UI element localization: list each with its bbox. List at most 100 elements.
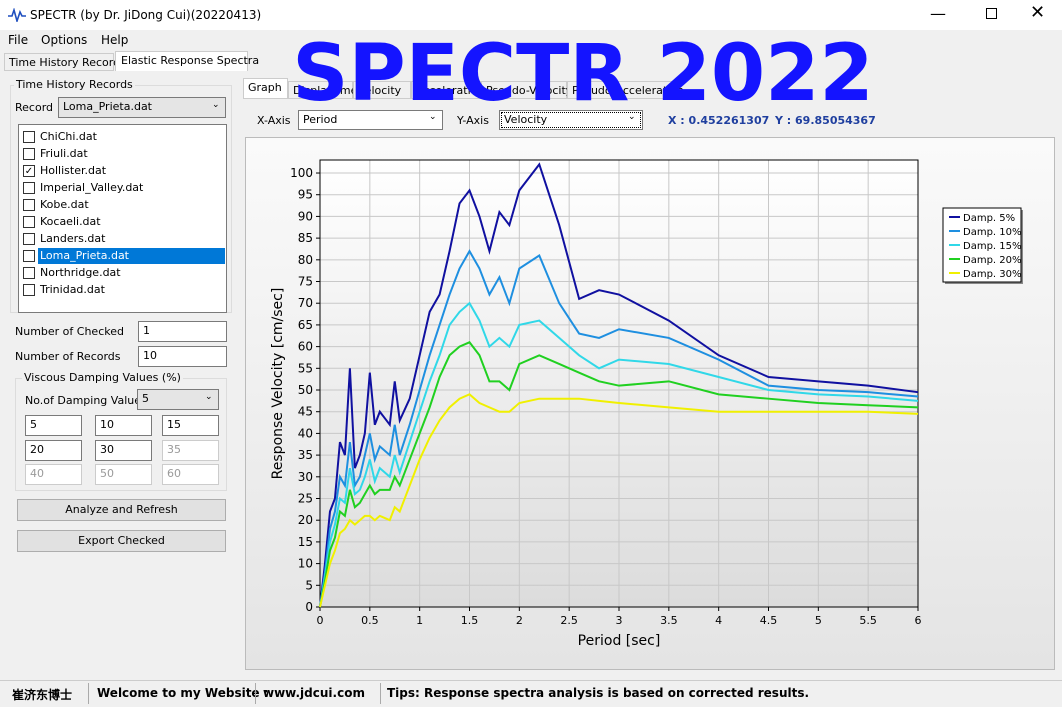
y-tick-label: 30	[298, 470, 313, 484]
checkbox[interactable]	[23, 148, 35, 160]
tab[interactable]: Time History Records	[4, 53, 126, 71]
y-tick-label: 70	[298, 296, 313, 310]
y-tick-label: 35	[298, 448, 313, 462]
checkbox[interactable]	[23, 233, 35, 245]
legend-label: Damp. 30%	[963, 269, 1022, 280]
y-tick-label: 80	[298, 253, 313, 267]
list-item[interactable]: Friuli.dat	[40, 147, 88, 160]
button[interactable]: Analyze and Refresh	[17, 499, 226, 521]
y-tick-label: 5	[305, 578, 313, 592]
tab-active[interactable]: Graph	[243, 78, 288, 99]
text-box: 50	[95, 464, 152, 485]
text-box[interactable]: 20	[25, 439, 82, 461]
list-item[interactable]: Hollister.dat	[40, 164, 107, 177]
y-axis-label: Response Velocity [cm/sec]	[270, 288, 286, 480]
tab[interactable]: Pseudo-Velocity	[481, 81, 572, 99]
cursor-readout: Y : 69.85054367	[775, 114, 876, 127]
list-item[interactable]: Kobe.dat	[40, 198, 89, 211]
group-title: Viscous Damping Values (%)	[22, 371, 183, 384]
legend-label: Damp. 15%	[963, 241, 1022, 252]
combo-arrow[interactable]: ⌄	[429, 112, 437, 122]
x-tick-label: 5	[815, 614, 822, 627]
checkbox[interactable]	[23, 267, 35, 279]
list-item[interactable]: Kocaeli.dat	[40, 215, 101, 228]
list-item[interactable]: Loma_Prieta.dat	[40, 249, 129, 262]
list-item[interactable]: Northridge.dat	[40, 266, 121, 279]
separator	[380, 683, 381, 704]
y-tick-label: 55	[298, 361, 313, 375]
legend-label: Damp. 10%	[963, 227, 1022, 238]
list-item[interactable]: ChiChi.dat	[40, 130, 97, 143]
x-tick-label: 3.5	[660, 614, 678, 627]
text-box[interactable]: 30	[95, 439, 152, 461]
menu-item[interactable]: Options	[41, 33, 88, 47]
y-tick-label: 85	[298, 231, 313, 245]
x-tick-label: 4	[715, 614, 722, 627]
x-tick-label: 2	[516, 614, 523, 627]
close-button[interactable]: ✕	[1030, 2, 1046, 23]
series-line	[319, 393, 919, 608]
tab-active[interactable]: Elastic Response Spectra	[115, 51, 259, 71]
checkbox[interactable]	[23, 250, 35, 262]
tab[interactable]: Displacement	[288, 81, 369, 99]
combo-box[interactable]: Loma_Prieta.dat	[58, 97, 226, 118]
checkbox[interactable]	[23, 284, 35, 296]
y-tick-label: 15	[298, 535, 313, 549]
window-title: SPECTR (by Dr. JiDong Cui)(20220413)	[30, 8, 262, 22]
separator	[255, 683, 256, 704]
tab[interactable]: Pseudo-Acceleration	[567, 81, 684, 99]
y-tick-label: 60	[298, 340, 313, 354]
text-box: 35	[162, 439, 219, 461]
legend-label: Damp. 20%	[963, 255, 1022, 266]
checkbox[interactable]	[23, 216, 35, 228]
tab[interactable]: Velocity	[353, 81, 411, 99]
status-text: Welcome to my Website :	[97, 686, 269, 700]
text-box[interactable]: 10	[95, 415, 152, 436]
legend-box	[942, 207, 1022, 283]
checkbox[interactable]	[23, 199, 35, 211]
series-line	[319, 301, 919, 608]
text-box[interactable]: 1	[138, 321, 227, 342]
label: Number of Records	[15, 350, 121, 363]
combo-box[interactable]: Velocity	[499, 110, 643, 130]
combo-box[interactable]: 5	[137, 389, 219, 410]
legend-label: Damp. 5%	[963, 213, 1015, 224]
text-box[interactable]: 10	[138, 346, 227, 367]
list-item[interactable]: Imperial_Valley.dat	[40, 181, 144, 194]
text-box[interactable]: 5	[25, 415, 82, 436]
y-tick-label: 65	[298, 318, 313, 332]
menu-item[interactable]: File	[8, 33, 29, 47]
overlay-title: SPECTR 2022	[292, 29, 873, 119]
separator	[88, 683, 89, 704]
checkbox[interactable]: ✓	[23, 165, 35, 177]
minimize-button[interactable]: —	[930, 4, 946, 23]
button[interactable]: Export Checked	[17, 530, 226, 552]
x-tick-label: 6	[915, 614, 922, 627]
x-tick-label: 1	[416, 614, 423, 627]
tab[interactable]: Acceleration	[411, 81, 484, 99]
text-box[interactable]: 15	[162, 415, 219, 436]
y-tick-label: 0	[305, 600, 313, 614]
label: Record	[15, 101, 54, 114]
maximize-button[interactable]	[986, 8, 997, 19]
checkbox[interactable]	[23, 182, 35, 194]
status-text: 崔济东博士	[12, 688, 73, 702]
x-tick-label: 1.5	[461, 614, 479, 627]
menu-item[interactable]: Help	[101, 33, 129, 47]
y-tick-label: 40	[298, 426, 313, 440]
combo-box[interactable]: Period	[298, 110, 443, 130]
list-item[interactable]: Trinidad.dat	[40, 283, 105, 296]
y-tick-label: 50	[298, 383, 313, 397]
x-tick-label: 5.5	[859, 614, 877, 627]
list-item[interactable]: Landers.dat	[40, 232, 106, 245]
status-bar	[0, 680, 1062, 707]
selection	[38, 248, 225, 264]
combo-arrow[interactable]: ⌄	[205, 392, 213, 402]
checkbox[interactable]	[23, 131, 35, 143]
group-title: Time History Records	[14, 78, 135, 91]
text-box: 40	[25, 464, 82, 485]
combo-arrow[interactable]: ⌄	[628, 112, 636, 122]
combo-arrow[interactable]: ⌄	[212, 100, 220, 110]
cursor-readout: X : 0.452261307	[668, 114, 770, 127]
